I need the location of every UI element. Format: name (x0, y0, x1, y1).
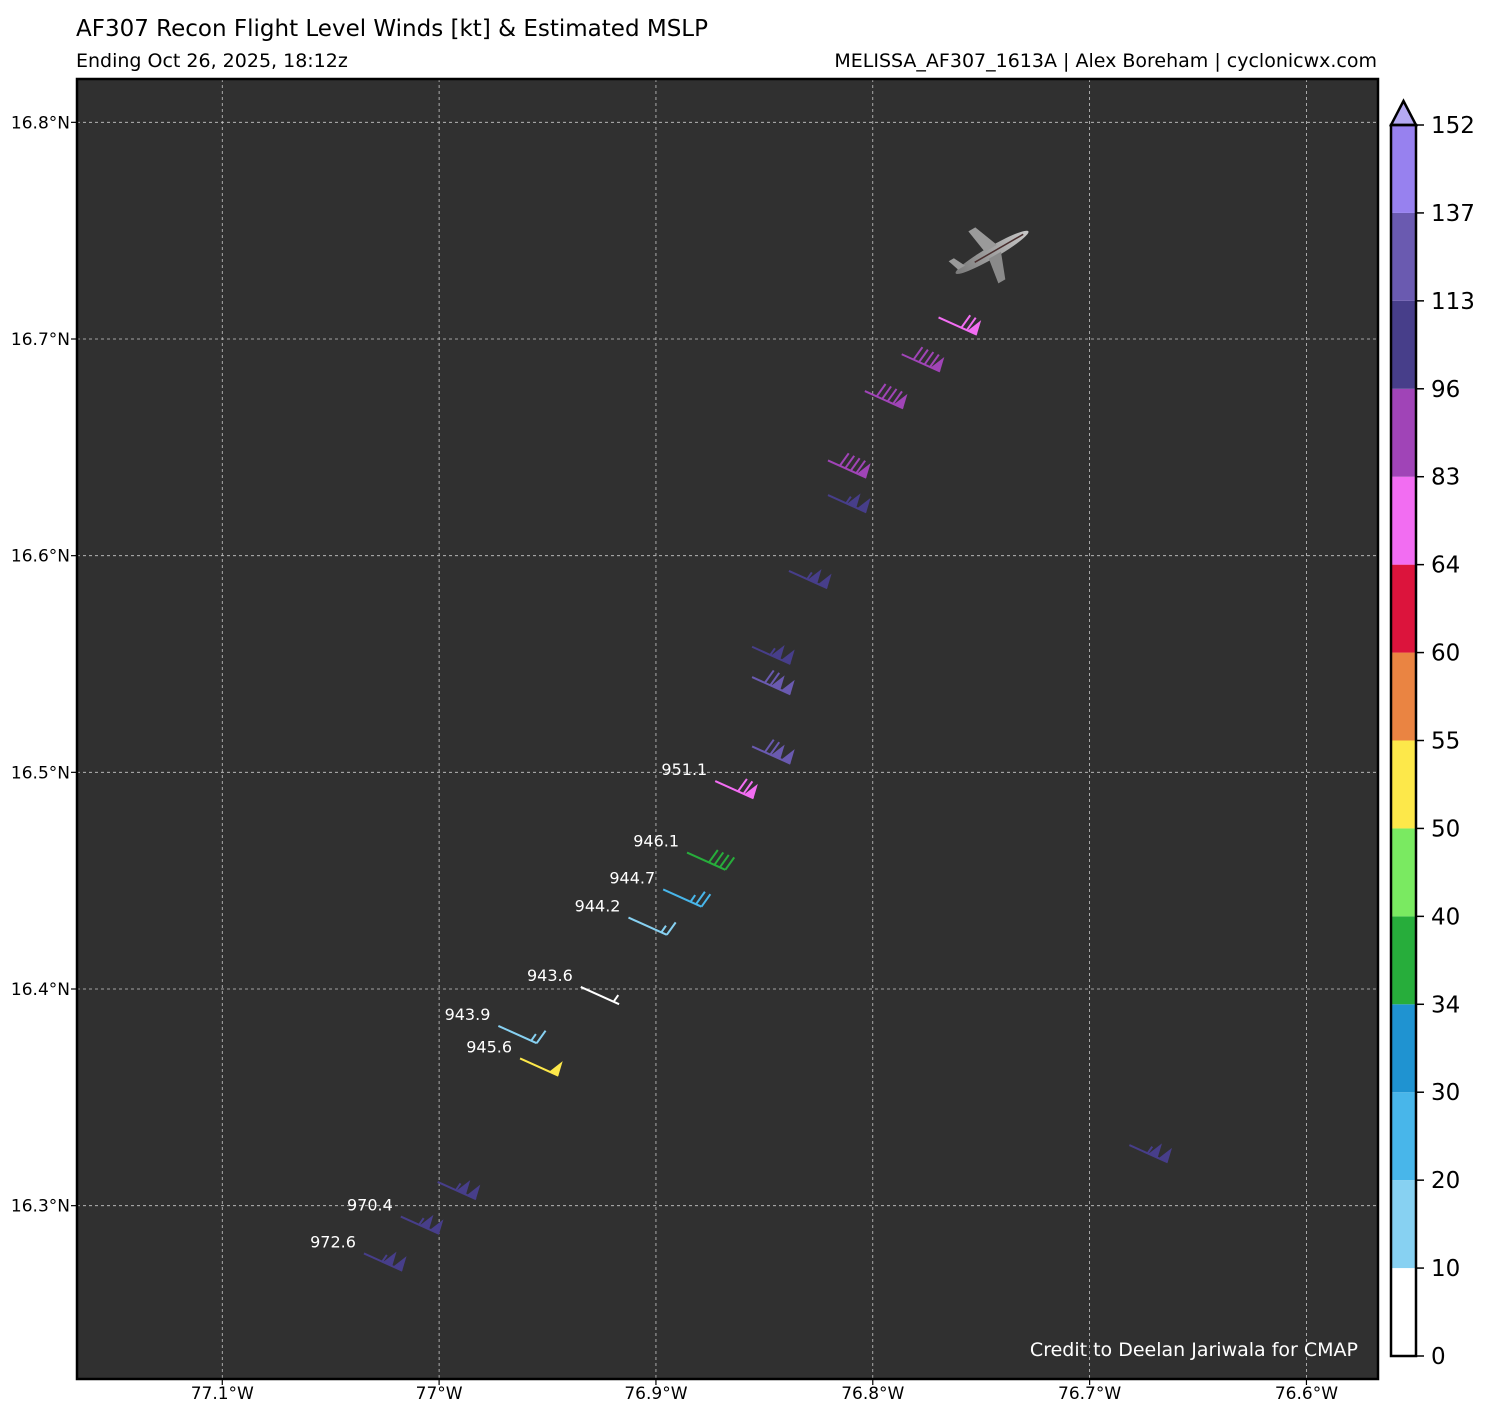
colorbar-label: 83 (1431, 465, 1460, 491)
lat-label: 16.6°N (11, 547, 70, 567)
lat-label: 16.3°N (11, 1197, 70, 1217)
colorbar-label: 40 (1431, 904, 1460, 930)
wind-barb (519, 1057, 563, 1077)
colorbar-label: 10 (1431, 1256, 1460, 1282)
colorbar-segment (1391, 125, 1416, 213)
wind-barb (437, 1180, 481, 1201)
page-title: AF307 Recon Flight Level Winds [kt] & Es… (76, 16, 708, 42)
colorbar-label: 60 (1431, 641, 1460, 667)
lon-label: 76.7°W (1058, 1384, 1121, 1404)
colorbar-label: 137 (1431, 201, 1475, 227)
latitude-labels: 16.8°N 16.7°N 16.6°N 16.5°N 16.4°N 16.3°N (11, 113, 70, 1216)
pressure-label: 951.1 (661, 760, 707, 779)
colorbar-segment (1391, 1092, 1416, 1181)
colorbar-segment (1391, 740, 1416, 829)
wind-barb (580, 986, 620, 1006)
colorbar-segment (1391, 828, 1416, 917)
lat-label: 16.4°N (11, 980, 70, 1000)
pressure-label: 944.2 (575, 897, 621, 916)
colorbar-segment (1391, 652, 1416, 741)
lat-label: 16.5°N (11, 763, 70, 783)
colorbar-label: 0 (1431, 1344, 1446, 1370)
pressure-label: 970.4 (347, 1196, 393, 1215)
wind-barb (1128, 1143, 1173, 1164)
pressure-label: 945.6 (466, 1037, 512, 1056)
longitude-labels: 77.1°W 77°W 76.9°W 76.8°W 76.7°W 76.6°W (191, 1384, 1339, 1404)
colorbar-extend-arrow (1388, 98, 1419, 127)
wind-barb (751, 739, 795, 765)
timestamp-subtitle: Ending Oct 26, 2025, 18:12z (76, 50, 348, 72)
lon-label: 76.6°W (1275, 1384, 1338, 1404)
source-subtitle: MELISSA_AF307_1613A | Alex Boreham | cyc… (834, 50, 1377, 72)
lon-label: 77°W (416, 1384, 463, 1404)
graticule (77, 79, 1378, 1379)
wind-barb (628, 916, 677, 936)
colorbar-segment (1391, 1268, 1416, 1356)
wind-barb (363, 1251, 407, 1272)
lat-label: 16.8°N (11, 113, 70, 133)
lon-label: 76.8°W (841, 1384, 904, 1404)
colorbar-segment (1391, 1004, 1416, 1093)
pressure-labels: 951.1 946.1 944.7 944.2 943.6 943.9 945.6 970.4… (310, 760, 707, 1251)
colorbar-segment (1391, 1180, 1416, 1269)
colorbar-label: 152 (1431, 113, 1475, 139)
wind-barb (751, 644, 795, 665)
colorbar-label: 113 (1431, 289, 1475, 315)
wind-barb (686, 849, 736, 871)
wind-barb (788, 569, 832, 590)
colorbar-label: 64 (1431, 553, 1460, 579)
colorbar-label: 96 (1431, 377, 1460, 403)
wind-barb (864, 383, 908, 410)
lon-label: 77.1°W (191, 1384, 254, 1404)
map-background (77, 79, 1378, 1379)
colorbar-label: 30 (1431, 1080, 1460, 1106)
credit-text: Credit to Deelan Jariwala for CMAP (1030, 1339, 1358, 1361)
colorbar-segment (1391, 212, 1416, 301)
colorbar-label: 20 (1431, 1168, 1460, 1194)
lat-label: 16.7°N (11, 330, 70, 350)
colorbar-label: 55 (1431, 729, 1460, 755)
wind-barb (827, 493, 871, 514)
colorbar-segment (1391, 300, 1416, 389)
pressure-label: 943.6 (527, 966, 573, 985)
map-frame (75, 77, 1380, 1381)
colorbar-label: 50 (1431, 816, 1460, 842)
wind-barb (751, 669, 795, 696)
colorbar-segment (1391, 388, 1416, 477)
colorbar-segment (1391, 916, 1416, 1005)
lon-label: 76.9°W (624, 1384, 687, 1404)
wind-barb (497, 1025, 547, 1045)
colorbar: 0 10 20 30 34 40 50 55 60 64 83 96 113 137 152 (1388, 98, 1475, 1370)
airplane-icon (948, 227, 1029, 284)
pressure-label: 972.6 (310, 1232, 356, 1251)
wind-barb (662, 888, 712, 908)
wind-barb (901, 346, 945, 373)
pressure-label: 943.9 (445, 1005, 491, 1024)
wind-barb (714, 778, 758, 800)
wind-barbs (363, 314, 1173, 1272)
colorbar-segment (1391, 564, 1416, 653)
wind-barb (827, 452, 871, 479)
colorbar-segment (1391, 476, 1416, 565)
pressure-label: 944.7 (609, 868, 655, 887)
wind-barb (400, 1214, 444, 1235)
wind-barb (938, 314, 982, 336)
pressure-label: 946.1 (633, 832, 679, 851)
colorbar-label: 34 (1431, 992, 1460, 1018)
